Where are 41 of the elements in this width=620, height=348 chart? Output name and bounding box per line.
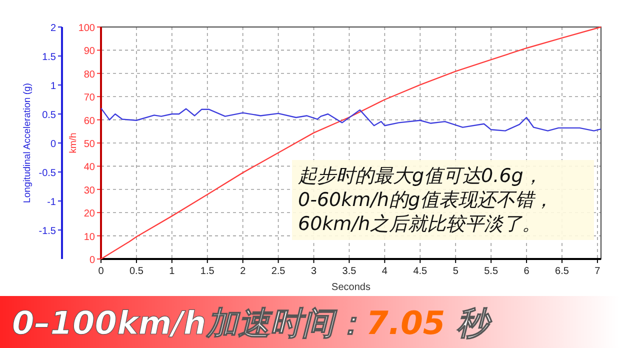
annotation: 起步时的最大g值可达0.6g， 0-60km/h的g值表现还不错， 60km/h之后就比较平淡了。 (298, 165, 554, 235)
y-tick-label: 100 (78, 23, 96, 34)
x-tick-label: 3.5 (342, 266, 357, 277)
y2-tick-label: -1.5 (38, 226, 56, 237)
x-tick-label: 1 (169, 266, 176, 277)
y2-tick-label: 1.5 (42, 52, 56, 63)
y2-axis-title: Longitudinal Acceleration (g) (22, 83, 33, 203)
text: 0–100km/h加速时间：7.05 秒 (12, 304, 492, 342)
x-tick-label: 3 (310, 266, 317, 277)
x-tick-label: 2.5 (271, 266, 286, 277)
y-tick-label: 0 (89, 255, 96, 266)
y-tick-label: 50 (84, 139, 96, 150)
line-series (100, 26, 602, 260)
x-tick-label: 0.5 (130, 266, 144, 277)
x-tick-label: 7 (594, 266, 601, 277)
x-tick-label: 4.5 (413, 266, 428, 277)
x-tick-label: 4 (382, 266, 388, 277)
y2-tick-label: 1 (50, 81, 56, 92)
y-tick-label: 20 (84, 208, 96, 220)
y2-tick-label: 0 (50, 139, 56, 150)
y-tick-label: 60 (84, 116, 96, 127)
x-tick-label: 1.5 (200, 266, 215, 277)
x-tick-label: 5 (452, 266, 459, 277)
y-tick-label: 30 (84, 185, 96, 196)
y-tick-label: 40 (84, 162, 96, 174)
y2-tick-label: 0.5 (42, 110, 56, 121)
x-tick-label: 0 (98, 266, 104, 277)
y-tick-label: 80 (84, 69, 96, 80)
y2-tick-label: -1 (47, 197, 56, 208)
y2-tick-label: -0.5 (38, 168, 56, 179)
y-axis-title: km/h (68, 132, 79, 154)
y-tick-label: 10 (84, 232, 96, 243)
x-tick-label: 2 (240, 266, 246, 277)
x-tick-label: 6.5 (555, 266, 570, 277)
line-series (100, 108, 602, 132)
y-tick-label: 70 (84, 92, 96, 104)
y-tick-label: 90 (84, 46, 96, 58)
x-axis-title: Seconds (332, 282, 370, 293)
y2-tick-label: 2 (50, 23, 56, 34)
x-tick-label: 6 (524, 266, 530, 277)
x-tick-label: 5.5 (484, 266, 498, 277)
